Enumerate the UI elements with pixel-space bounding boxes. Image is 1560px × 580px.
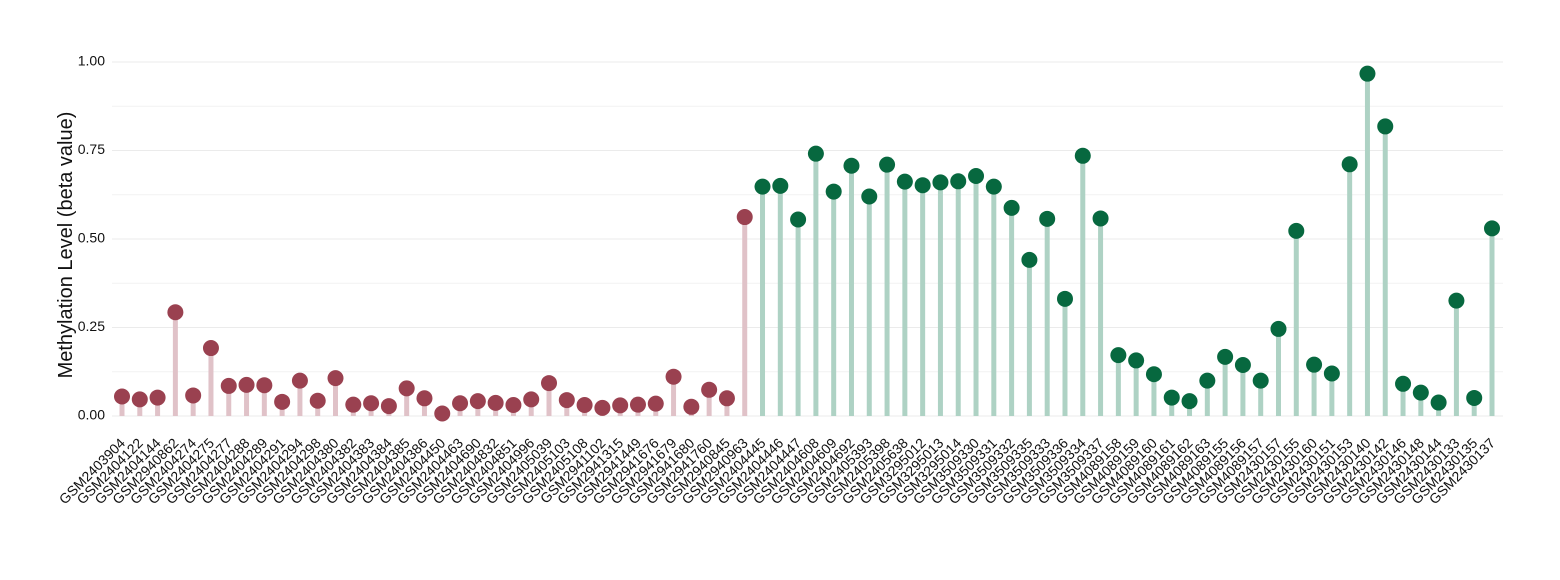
point	[167, 304, 184, 321]
point	[309, 392, 326, 409]
point	[718, 390, 735, 407]
point	[1270, 320, 1287, 337]
point	[256, 377, 273, 394]
point	[1199, 372, 1216, 389]
point	[327, 370, 344, 387]
point	[665, 368, 682, 385]
point	[1145, 366, 1162, 383]
point	[576, 397, 593, 414]
point	[1359, 65, 1376, 82]
point	[1288, 222, 1305, 239]
point	[416, 390, 433, 407]
point	[1234, 357, 1251, 374]
point	[825, 183, 842, 200]
y-tick-label: 0.00	[78, 407, 105, 423]
point	[914, 177, 931, 194]
point	[149, 389, 166, 406]
y-tick-label: 0.25	[78, 318, 105, 334]
point	[629, 396, 646, 413]
point	[1181, 393, 1198, 410]
point	[1217, 348, 1234, 365]
point	[558, 392, 575, 409]
point	[541, 375, 558, 392]
point	[968, 167, 985, 184]
point	[807, 145, 824, 162]
point	[736, 209, 753, 226]
point	[1003, 199, 1020, 216]
point	[861, 188, 878, 205]
point	[1163, 389, 1180, 406]
point	[469, 393, 486, 410]
point	[896, 173, 913, 190]
point	[879, 156, 896, 173]
point	[345, 396, 362, 413]
point	[1074, 147, 1091, 164]
point	[1306, 356, 1323, 373]
point	[1039, 210, 1056, 227]
point	[202, 340, 219, 357]
point	[594, 399, 611, 416]
point	[274, 393, 291, 410]
point	[683, 398, 700, 415]
point	[701, 381, 718, 398]
point	[238, 376, 255, 393]
point	[754, 178, 771, 195]
point	[434, 405, 451, 422]
point	[523, 391, 540, 408]
point	[220, 377, 237, 394]
point	[1466, 389, 1483, 406]
y-tick-label: 0.50	[78, 230, 105, 246]
point	[612, 397, 629, 414]
point	[291, 372, 308, 389]
point	[1341, 156, 1358, 173]
point	[772, 177, 789, 194]
point	[1021, 251, 1038, 268]
point	[1056, 290, 1073, 307]
point	[1128, 352, 1145, 369]
y-tick-label: 1.00	[78, 53, 105, 69]
point	[398, 380, 415, 397]
point	[1412, 384, 1429, 401]
y-axis-title: Methylation Level (beta value)	[55, 112, 77, 379]
point	[1395, 375, 1412, 392]
y-tick-label: 0.75	[78, 141, 105, 157]
point	[505, 397, 522, 414]
point	[1430, 394, 1447, 411]
point	[487, 394, 504, 411]
point	[932, 174, 949, 191]
point	[1323, 365, 1340, 382]
point	[452, 395, 469, 412]
point	[363, 395, 380, 412]
point	[950, 173, 967, 190]
point	[380, 398, 397, 415]
point	[843, 157, 860, 174]
point	[790, 211, 807, 228]
point	[1110, 347, 1127, 364]
point	[185, 387, 202, 404]
point	[114, 388, 130, 405]
point	[1092, 210, 1109, 227]
point	[1377, 118, 1394, 135]
point	[1252, 372, 1269, 389]
point	[647, 395, 664, 412]
point	[985, 178, 1002, 195]
point	[1448, 292, 1465, 309]
point	[1484, 220, 1500, 237]
point	[131, 391, 148, 408]
